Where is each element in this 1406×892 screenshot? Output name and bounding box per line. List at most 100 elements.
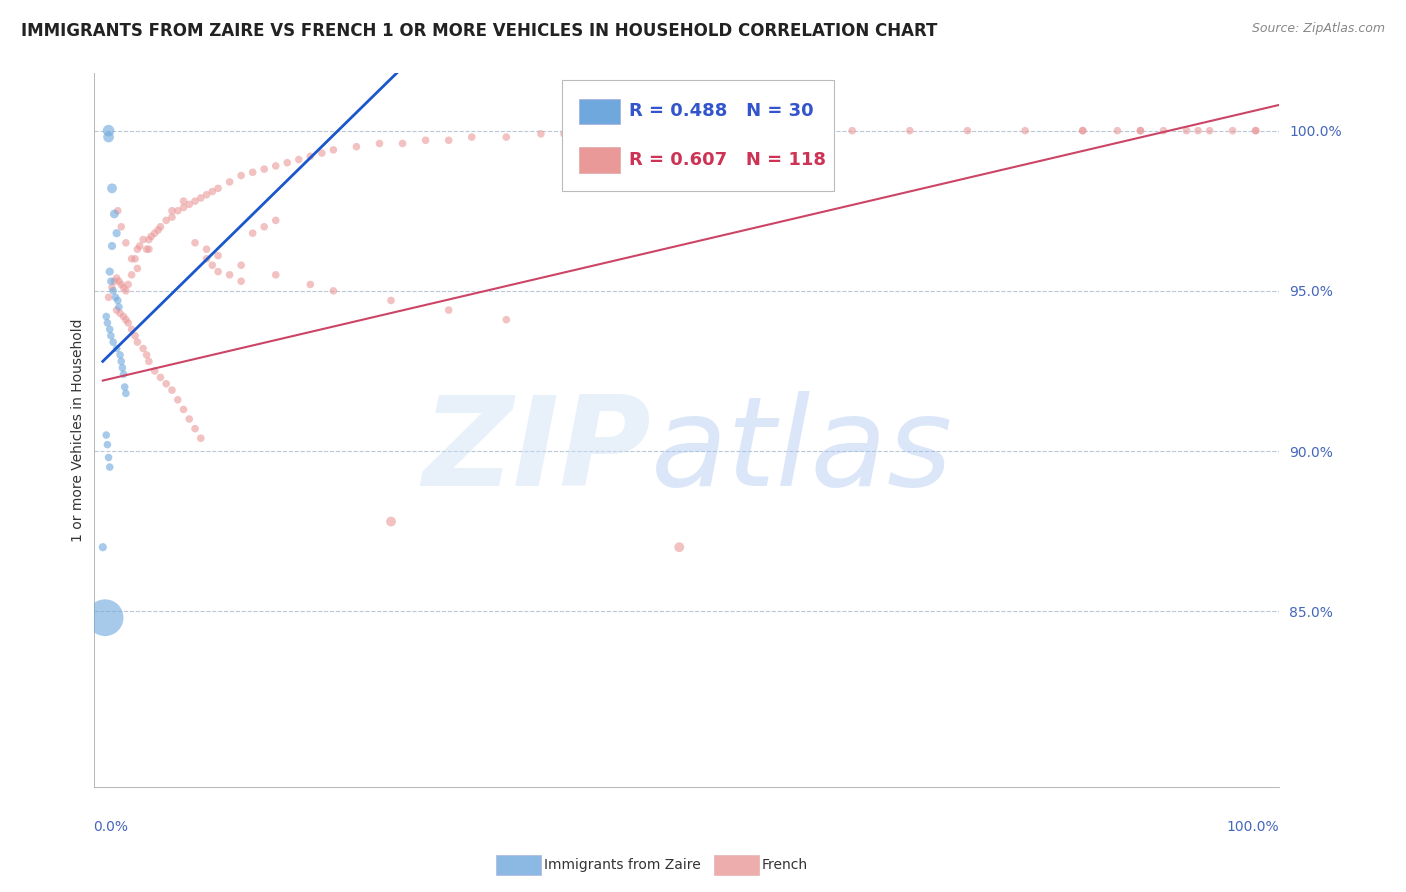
Point xyxy=(1198,123,1220,137)
Point xyxy=(149,219,172,234)
Point xyxy=(218,268,240,282)
Text: R = 0.607   N = 118: R = 0.607 N = 118 xyxy=(630,151,827,169)
Point xyxy=(112,280,135,294)
Point xyxy=(201,258,224,272)
Point xyxy=(1107,123,1129,137)
Point xyxy=(146,223,169,237)
Point xyxy=(1175,123,1198,137)
Point xyxy=(276,155,298,169)
Point xyxy=(391,136,413,151)
Point xyxy=(1014,123,1036,137)
Text: Source: ZipAtlas.com: Source: ZipAtlas.com xyxy=(1251,22,1385,36)
Point xyxy=(184,235,207,250)
Point xyxy=(195,252,218,266)
Point xyxy=(461,130,484,145)
Point xyxy=(179,412,201,426)
Point xyxy=(115,312,138,326)
Point xyxy=(495,312,517,326)
Point xyxy=(101,181,124,195)
Point xyxy=(127,242,149,256)
Point xyxy=(105,226,128,240)
Y-axis label: 1 or more Vehicles in Household: 1 or more Vehicles in Household xyxy=(72,318,86,542)
Point xyxy=(207,265,229,279)
Point xyxy=(115,386,138,401)
Point xyxy=(173,402,195,417)
Point xyxy=(100,274,122,288)
Point xyxy=(253,162,276,177)
Point xyxy=(143,364,166,378)
Point xyxy=(668,123,690,137)
Point xyxy=(553,127,575,141)
Point xyxy=(195,187,218,202)
Point xyxy=(105,303,128,318)
Point xyxy=(135,242,157,256)
Point xyxy=(107,293,129,308)
Point xyxy=(231,258,253,272)
Point xyxy=(160,210,183,224)
Point xyxy=(96,310,118,324)
Point xyxy=(207,181,229,195)
Point xyxy=(149,370,172,384)
FancyBboxPatch shape xyxy=(562,80,834,191)
Point xyxy=(437,133,460,147)
Point xyxy=(97,450,120,465)
Point xyxy=(96,428,118,442)
Text: ZIP: ZIP xyxy=(422,392,651,512)
Point xyxy=(368,136,391,151)
Point xyxy=(155,213,177,227)
Point xyxy=(96,437,118,451)
Point xyxy=(1129,123,1152,137)
Point xyxy=(173,201,195,215)
Point xyxy=(242,226,264,240)
Point xyxy=(132,233,155,247)
Point xyxy=(322,143,344,157)
Text: IMMIGRANTS FROM ZAIRE VS FRENCH 1 OR MORE VEHICLES IN HOUSEHOLD CORRELATION CHAR: IMMIGRANTS FROM ZAIRE VS FRENCH 1 OR MOR… xyxy=(21,22,938,40)
Point xyxy=(108,306,131,320)
Point xyxy=(111,360,134,375)
Point xyxy=(299,149,322,163)
Point xyxy=(288,153,311,167)
Point xyxy=(110,277,132,292)
Point xyxy=(610,123,633,137)
Point xyxy=(195,242,218,256)
Point xyxy=(105,271,128,285)
Point xyxy=(1222,123,1244,137)
Point xyxy=(94,610,117,624)
Text: 100.0%: 100.0% xyxy=(1226,820,1278,834)
Point xyxy=(160,203,183,218)
Point xyxy=(264,159,287,173)
Point xyxy=(264,213,287,227)
Text: 0.0%: 0.0% xyxy=(94,820,128,834)
Point xyxy=(415,133,437,147)
Point xyxy=(380,293,402,308)
Point xyxy=(127,261,149,276)
Point xyxy=(380,515,402,529)
Point xyxy=(841,123,863,137)
Point xyxy=(91,540,114,554)
Point xyxy=(311,146,333,161)
Point xyxy=(231,274,253,288)
Point xyxy=(155,376,177,391)
Point xyxy=(190,191,212,205)
Point xyxy=(101,280,124,294)
Point xyxy=(128,239,150,253)
Point xyxy=(898,123,921,137)
Point xyxy=(100,328,122,343)
Point xyxy=(299,277,322,292)
Point xyxy=(218,175,240,189)
Point xyxy=(108,274,131,288)
Point xyxy=(1244,123,1267,137)
Text: Immigrants from Zaire: Immigrants from Zaire xyxy=(544,858,700,872)
Point xyxy=(121,322,143,336)
Point xyxy=(132,342,155,356)
FancyBboxPatch shape xyxy=(579,99,620,124)
Point xyxy=(105,342,128,356)
Point xyxy=(184,422,207,436)
Point xyxy=(242,165,264,179)
Point xyxy=(108,348,131,362)
Point xyxy=(117,277,139,292)
Point xyxy=(160,383,183,397)
Point xyxy=(166,203,188,218)
Point xyxy=(110,354,132,368)
Point xyxy=(104,290,127,304)
